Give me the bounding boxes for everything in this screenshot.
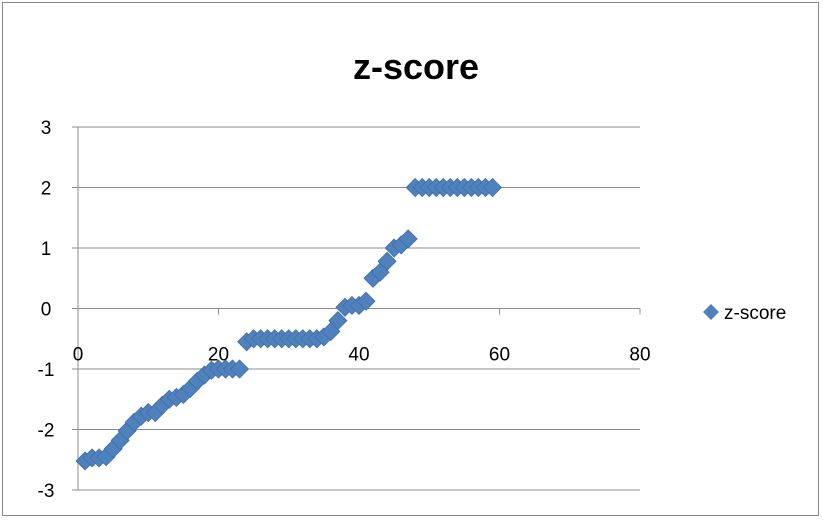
y-tick-label: -3 xyxy=(38,481,55,502)
data-point xyxy=(328,311,348,331)
y-axis-tick-labels: 3 2 1 0 -1 -2 -3 xyxy=(38,118,55,502)
legend-marker xyxy=(703,304,719,320)
y-tick-label: 3 xyxy=(41,118,52,139)
y-tick-label: 1 xyxy=(41,239,52,260)
legend: z-score xyxy=(703,303,786,324)
data-point xyxy=(377,251,397,271)
x-tick-label: 80 xyxy=(629,345,650,366)
legend-label: z-score xyxy=(724,303,786,324)
x-tick-label: 40 xyxy=(348,345,369,366)
x-tick-label: 0 xyxy=(73,345,84,366)
scatter-chart: 3 2 1 0 -1 -2 -3 0 20 40 60 80 z-score z-score xyxy=(38,46,787,502)
y-tick-label: -2 xyxy=(38,421,55,442)
y-tick-label: 0 xyxy=(41,300,52,321)
data-point xyxy=(398,229,418,249)
data-point xyxy=(482,177,503,198)
x-axis-tick-labels: 0 20 40 60 80 xyxy=(73,345,651,366)
data-point xyxy=(230,359,250,379)
data-points xyxy=(75,177,503,471)
y-tick-label: -1 xyxy=(38,360,55,381)
x-tick-label: 60 xyxy=(489,345,510,366)
chart-title: z-score xyxy=(353,46,479,87)
y-tick-label: 2 xyxy=(41,179,52,200)
x-tick-label: 20 xyxy=(208,345,229,366)
data-point xyxy=(356,291,376,311)
